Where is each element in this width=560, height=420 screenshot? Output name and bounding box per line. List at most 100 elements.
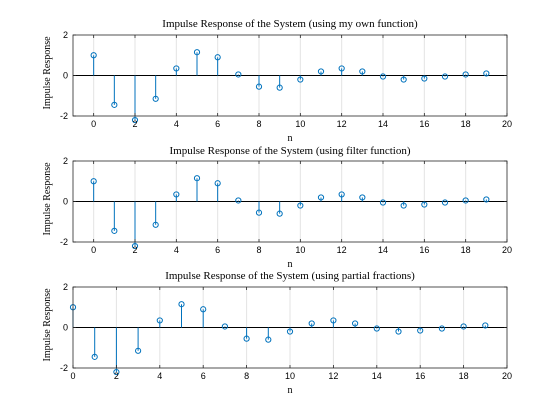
subplot-3-xtick-label: 0 — [70, 371, 75, 381]
subplot-1-ytick-label: -2 — [60, 111, 68, 121]
subplot-3-xtick-label: 8 — [244, 371, 249, 381]
subplot-3-data-point — [113, 368, 120, 376]
subplot-2-data-point — [131, 242, 139, 250]
subplot-3-ylabel: Impulse Response — [42, 288, 53, 362]
subplot-3-data-point — [308, 320, 315, 327]
subplot-1-data-point — [483, 70, 490, 77]
subplot-2-xtick-label: 18 — [461, 245, 471, 255]
subplot-2-xtick-label: 4 — [174, 245, 179, 255]
subplot-2-data-point — [421, 201, 428, 208]
subplot-1-data-point — [379, 73, 387, 80]
subplot-2-data-point — [400, 202, 407, 209]
subplot-2-xtick-label: 2 — [132, 245, 137, 255]
subplot-2-data-point — [235, 197, 242, 204]
subplot-3-xtick-label: 10 — [285, 371, 295, 381]
subplot-1-data-point — [173, 65, 180, 72]
subplot-1-xtick-label: 16 — [419, 119, 429, 129]
subplot-2-data-point — [193, 175, 201, 182]
subplot-2-title: Impulse Response of the System (using fi… — [169, 145, 410, 157]
subplot-2-ytick-label: -2 — [60, 237, 68, 247]
subplot-3-data-point — [135, 347, 142, 354]
subplot-3-data-point — [286, 328, 294, 335]
subplot-2-data-point — [111, 227, 118, 234]
subplot-1: 0 2 4 6 8 10 12 14 16 18 20 -2 0 2 Impulse Response o… — [42, 18, 512, 144]
subplot-3-data-point — [91, 353, 98, 360]
subplot-2-xtick-label: 10 — [295, 245, 305, 255]
subplot-2-ytick-label: 0 — [63, 197, 68, 207]
subplot-3-data-point — [460, 323, 467, 330]
subplot-3-xlabel: n — [288, 385, 293, 396]
subplot-2-data-point — [359, 194, 366, 201]
subplot-1-xtick-label: 6 — [215, 119, 220, 129]
subplot-2-xtick-label: 8 — [256, 245, 261, 255]
subplot-3-data-point — [200, 306, 207, 313]
subplot-3-data-point — [395, 328, 402, 335]
subplot-3-ytick-label: 2 — [63, 282, 68, 292]
subplot-2-data-point — [441, 199, 449, 206]
subplot-2-xtick-label: 14 — [378, 245, 388, 255]
subplot-3-data-point — [330, 317, 337, 324]
subplot-3-title: Impulse Response of the System (using pa… — [165, 270, 415, 282]
subplot-1-data-point — [338, 65, 345, 72]
subplot-1-title: Impulse Response of the System (using my… — [162, 18, 418, 30]
subplot-2-data-point — [173, 191, 180, 198]
subplot-3-xtick-label: 4 — [157, 371, 162, 381]
subplot-1-ytick-label: 0 — [63, 71, 68, 81]
subplot-3-ytick-label: 0 — [63, 323, 68, 333]
subplot-2-xtick-label: 12 — [337, 245, 347, 255]
subplot-2-data-point — [317, 194, 325, 201]
subplot-2-ytick-label: 2 — [63, 156, 68, 166]
subplot-2-data-point — [90, 178, 97, 185]
subplot-1-data-point — [421, 75, 428, 82]
subplot-1-data-point — [400, 76, 407, 83]
subplot-3-xtick-label: 20 — [502, 371, 512, 381]
subplot-3-data-point — [178, 301, 185, 308]
subplot-3-data-point — [352, 320, 359, 327]
subplot-1-xtick-label: 12 — [337, 119, 347, 129]
subplot-3-data-point — [373, 325, 380, 332]
subplot-1-data-point — [214, 54, 221, 61]
subplot-3-xtick-label: 2 — [114, 371, 119, 381]
subplot-2-xlabel: n — [288, 259, 293, 270]
subplot-3-xtick-label: 14 — [372, 371, 382, 381]
subplot-1-ytick-label: 2 — [63, 30, 68, 40]
subplot-1-data-point — [462, 71, 469, 78]
subplot-3-xtick-label: 12 — [328, 371, 338, 381]
subplot-2-data-point — [462, 197, 469, 204]
subplot-3-data-point — [438, 325, 445, 332]
subplot-3-data-point — [243, 335, 250, 342]
subplot-1-xtick-label: 14 — [378, 119, 388, 129]
subplot-1-data-point — [441, 73, 449, 80]
subplot-3-data-point — [221, 323, 228, 330]
subplot-3-data-point — [417, 327, 424, 334]
subplot-2: 0 2 4 6 8 10 12 14 16 18 20 -2 0 2 Impulse Response o… — [42, 145, 512, 270]
subplot-1-data-point — [276, 84, 283, 91]
subplot-3-data-point — [265, 336, 272, 343]
subplot-1-data-point — [297, 76, 304, 83]
subplot-1-xtick-label: 10 — [295, 119, 305, 129]
subplot-1-data-point — [193, 49, 201, 56]
subplot-1-data-point — [317, 68, 325, 75]
subplot-2-data-point — [379, 199, 387, 206]
subplot-3-xtick-label: 16 — [415, 371, 425, 381]
subplot-1-ylabel: Impulse Response — [42, 36, 53, 110]
subplot-1-xtick-label: 20 — [502, 119, 512, 129]
subplot-2-xtick-label: 6 — [215, 245, 220, 255]
subplot-1-xtick-label: 8 — [256, 119, 261, 129]
subplot-2-data-point — [152, 221, 159, 228]
subplot-1-data-point — [111, 101, 118, 108]
subplot-1-xtick-label: 18 — [461, 119, 471, 129]
subplot-3: 0 2 4 6 8 10 12 14 16 18 20-202 Impulse Response o… — [42, 270, 512, 396]
subplot-1-data-point — [359, 68, 366, 75]
subplot-3-data-point — [156, 317, 163, 324]
subplot-2-xtick-label: 16 — [419, 245, 429, 255]
subplot-3-data-point — [482, 322, 489, 329]
subplot-3-ytick-label: -2 — [60, 363, 68, 373]
subplot-3-xtick-label: 6 — [201, 371, 206, 381]
subplot-2-data-point — [276, 210, 283, 217]
subplot-1-data-point — [152, 95, 159, 102]
subplot-1-data-point — [90, 52, 97, 59]
subplot-2-data-point — [255, 209, 263, 216]
subplot-2-xtick-label: 20 — [502, 245, 512, 255]
